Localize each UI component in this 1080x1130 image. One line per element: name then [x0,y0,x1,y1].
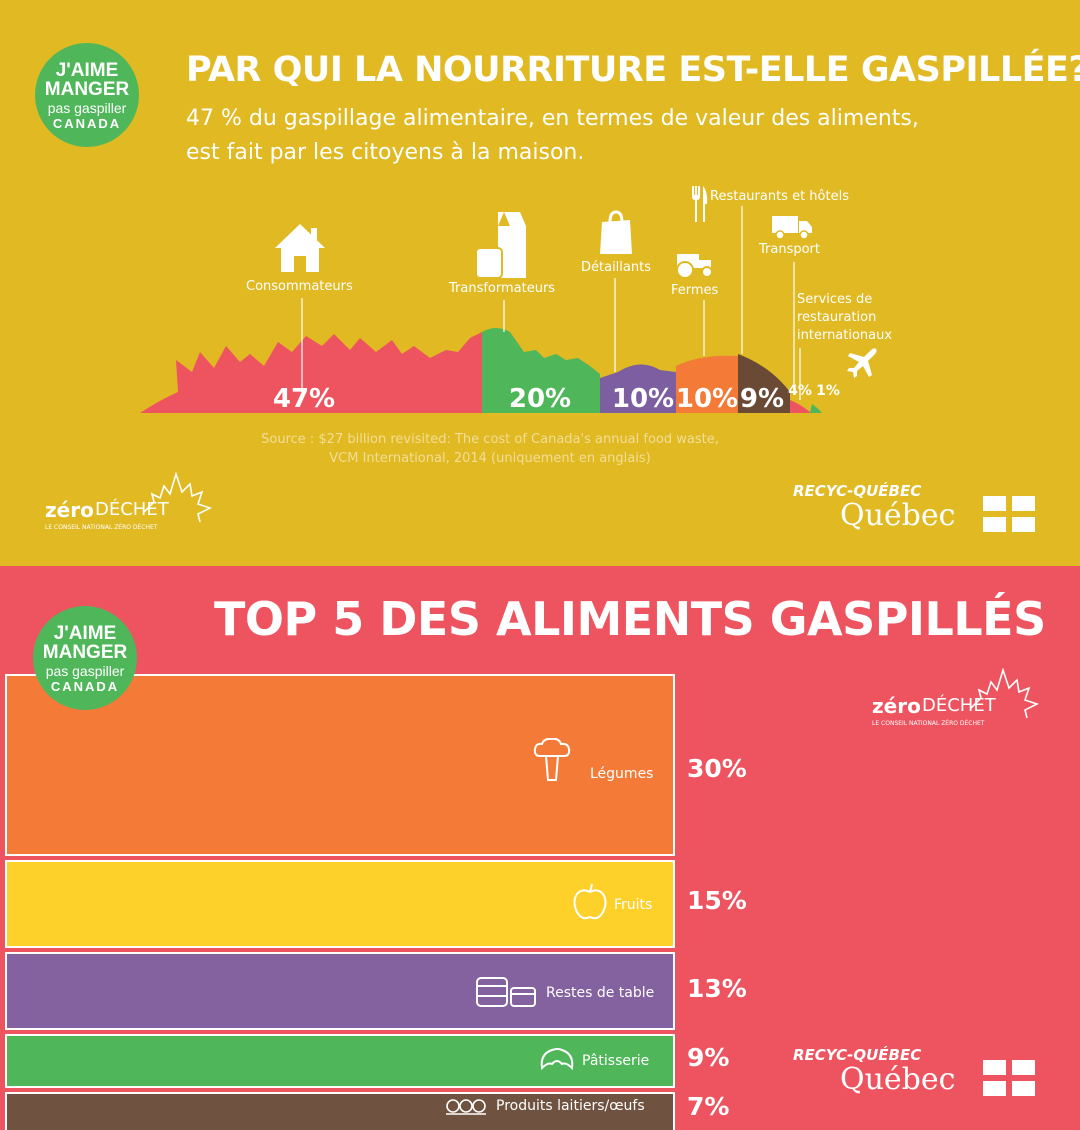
value-label-detaillants: 10% [612,384,674,414]
fork-knife-icon [692,186,708,222]
value-label-transport: 4% [788,383,812,399]
value-label-transformateurs: 20% [509,384,571,414]
containers-icon [476,977,536,1007]
zero-brand-rest: DÉCHET [95,499,169,520]
bottom-panel: TOP 5 DES ALIMENTS GASPILLÉS J'AIME MANG… [0,566,1080,1130]
truck-icon [772,216,812,240]
quebec-flag-icon [983,496,1035,532]
pct-produits-laitiers: 7% [687,1092,730,1121]
badge-line4: CANADA [52,116,122,131]
croissant-icon [540,1048,574,1071]
bar-patisserie [5,1034,675,1088]
waste-pile-chart: 47% 20% 10% 10% 9% 4% 1% [140,206,840,414]
broccoli-icon [533,738,571,781]
recyc-line1: RECYC-QUÉBEC [793,1046,922,1064]
eggs-icon [446,1099,486,1115]
zero-brand-rest: DÉCHET [922,695,996,716]
segment-transformateurs [482,328,600,413]
badge-line1: J'AIME [55,60,119,81]
source-line2: VCM International, 2014 (uniquement en a… [329,451,651,466]
zero-dechet-logo: zéro DÉCHET LE CONSEIL NATIONAL ZÉRO DÉC… [45,472,215,538]
pct-patisserie: 9% [687,1043,730,1072]
milk-carton-icon [476,212,526,278]
zero-tagline: LE CONSEIL NATIONAL ZÉRO DÉCHET [872,720,985,727]
label-produits-laitiers: Produits laitiers/œufs [496,1098,645,1114]
label-restaurants-hotels: Restaurants et hôtels [710,189,849,204]
badge-line1: J'AIME [53,623,117,644]
maple-leaf-icon [143,472,212,523]
label-detaillants: Détaillants [581,260,651,275]
recyc-quebec-logo-bottom: RECYC-QUÉBEC Québec [790,1046,1040,1106]
airplane-icon [847,348,877,378]
recyc-line2: Québec [840,1062,956,1097]
maple-leaf-icon [970,668,1039,719]
house-icon [275,224,325,272]
label-consommateurs: Consommateurs [246,279,353,294]
pct-fruits: 15% [687,886,747,915]
top-subtitle-line1: 47 % du gaspillage alimentaire, en terme… [186,106,919,131]
top-background [0,0,1080,566]
pct-legumes: 30% [687,754,747,783]
source-line1: Source : $27 billion revisited: The cost… [261,432,719,447]
segment-consommateurs [140,332,482,413]
label-fermes: Fermes [671,283,719,298]
badge-line3: pas gaspiller [45,663,125,679]
badge-line3: pas gaspiller [47,100,127,116]
recyc-quebec-logo: RECYC-QUÉBEC Québec [790,482,1040,542]
value-label-consommateurs: 47% [273,384,335,414]
zero-dechet-logo-bottom: zéro DÉCHET LE CONSEIL NATIONAL ZÉRO DÉC… [872,668,1042,734]
segment-transport [790,400,810,413]
quebec-flag-icon [983,1060,1035,1096]
badge-line4: CANADA [50,679,120,694]
segment-detaillants [600,364,676,413]
segment-services-restauration [810,404,822,413]
label-services-restauration: Services de restauration internationaux [797,292,893,343]
top-title: PAR QUI LA NOURRITURE EST-ELLE GASPILLÉE… [186,50,1080,90]
badge-line2: MANGER [42,642,128,663]
label-fruits: Fruits [614,897,653,913]
recyc-line1: RECYC-QUÉBEC [793,482,922,500]
top-panel: J'AIME MANGER pas gaspiller CANADA PAR Q… [0,0,1080,566]
badge-line2: MANGER [44,79,130,100]
value-label-services-restauration: 1% [816,383,840,399]
label-legumes: Légumes [590,766,654,782]
recyc-line2: Québec [840,498,956,533]
segment-restaurants-hotels [738,354,790,413]
label-restes-de-table: Restes de table [546,985,655,1001]
tractor-icon [676,254,713,278]
zero-brand-bold: zéro [45,498,94,522]
shopping-bag-icon [600,210,632,254]
pct-restes-de-table: 13% [687,974,747,1003]
bar-legumes [5,674,675,856]
value-label-restaurants-hotels: 9% [740,384,784,414]
zero-brand-bold: zéro [872,694,921,718]
jaime-manger-badge-bottom: J'AIME MANGER pas gaspiller CANADA [33,606,137,710]
zero-tagline: LE CONSEIL NATIONAL ZÉRO DÉCHET [45,524,158,531]
bottom-title: TOP 5 DES ALIMENTS GASPILLÉS [214,592,1046,646]
label-patisserie: Pâtisserie [582,1053,650,1069]
value-label-fermes: 10% [676,384,738,414]
bar-fruits [5,860,675,948]
bar-restes-de-table [5,952,675,1030]
jaime-manger-badge: J'AIME MANGER pas gaspiller CANADA [35,43,139,147]
label-transport: Transport [759,242,821,257]
segment-fermes [676,355,738,413]
bar-produits-laitiers [5,1092,675,1130]
apple-icon [573,883,607,920]
label-transformateurs: Transformateurs [449,281,556,296]
top-subtitle-line2: est fait par les citoyens à la maison. [186,140,585,165]
